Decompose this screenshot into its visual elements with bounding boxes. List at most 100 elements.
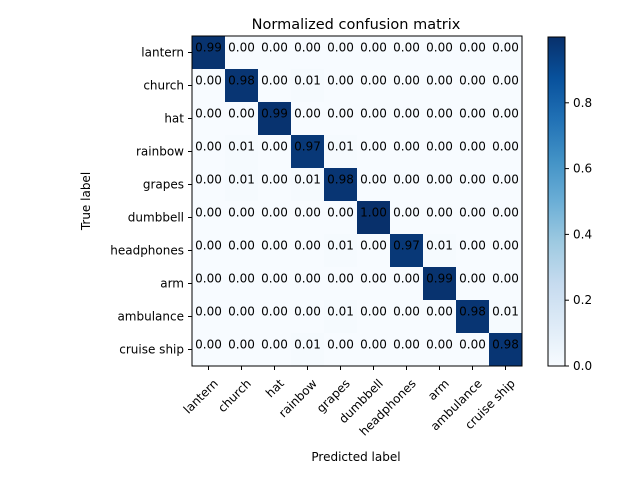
- matrix-cell: [324, 168, 358, 202]
- cell-value-label: 0.00: [459, 173, 486, 187]
- colorbar-tick-label: 0.4: [573, 227, 592, 241]
- matrix-cell: [324, 333, 358, 367]
- cell-value-label: 0.00: [459, 272, 486, 286]
- cell-value-label: 0.00: [459, 206, 486, 220]
- matrix-cell: [423, 69, 457, 103]
- x-tick-label: hat: [263, 376, 287, 400]
- cell-value-label: 0.00: [228, 305, 255, 319]
- cell-value-label: 0.00: [294, 41, 321, 55]
- cell-value-label: 0.00: [426, 74, 453, 88]
- cell-value-label: 0.00: [360, 239, 387, 253]
- matrix-cell: [390, 267, 424, 301]
- matrix-cell: [324, 267, 358, 301]
- cell-value-label: 0.00: [459, 107, 486, 121]
- cell-value-label: 0.00: [261, 305, 288, 319]
- matrix-cell: [357, 69, 391, 103]
- cell-value-label: 0.00: [294, 239, 321, 253]
- matrix-cell: [456, 69, 490, 103]
- cell-value-label: 0.00: [228, 41, 255, 55]
- cell-value-label: 0.00: [327, 338, 354, 352]
- matrix-cell: [192, 102, 226, 136]
- cell-value-label: 0.00: [459, 338, 486, 352]
- cell-value-label: 0.00: [228, 338, 255, 352]
- cell-value-label: 0.00: [195, 272, 222, 286]
- cell-value-label: 0.00: [459, 239, 486, 253]
- matrix-cell: [291, 69, 325, 103]
- cell-value-label: 0.98: [228, 74, 255, 88]
- cell-value-label: 0.01: [294, 173, 321, 187]
- cell-value-label: 0.97: [393, 239, 420, 253]
- cell-value-label: 0.00: [261, 338, 288, 352]
- matrix-cell: [456, 135, 490, 169]
- cell-value-label: 0.00: [426, 206, 453, 220]
- cell-value-label: 0.00: [261, 41, 288, 55]
- cell-value-label: 0.00: [426, 41, 453, 55]
- matrix-cell: [291, 168, 325, 202]
- matrix-cell: [192, 234, 226, 268]
- matrix-cell: [423, 135, 457, 169]
- matrix-cell: [324, 300, 358, 334]
- cell-value-label: 0.00: [393, 41, 420, 55]
- cell-value-label: 0.00: [360, 338, 387, 352]
- matrix-cell: [489, 267, 523, 301]
- cell-value-label: 0.00: [228, 239, 255, 253]
- cell-value-label: 0.00: [195, 74, 222, 88]
- cell-value-label: 0.00: [360, 107, 387, 121]
- matrix-cell: [324, 36, 358, 70]
- matrix-cell: [225, 333, 259, 367]
- x-axis-label: Predicted label: [311, 450, 400, 464]
- matrix-cell: [192, 333, 226, 367]
- matrix-cell: [423, 267, 457, 301]
- cell-value-label: 0.00: [261, 140, 288, 154]
- matrix-cell: [489, 300, 523, 334]
- cell-value-label: 0.00: [327, 272, 354, 286]
- matrix-cell: [357, 102, 391, 136]
- cell-value-label: 0.00: [294, 206, 321, 220]
- matrix-cell: [423, 234, 457, 268]
- matrix-cell: [192, 168, 226, 202]
- matrix-cell: [258, 267, 292, 301]
- cell-value-label: 0.00: [393, 107, 420, 121]
- y-tick-label: hat: [164, 112, 184, 126]
- cell-value-label: 0.00: [393, 74, 420, 88]
- matrix-cell: [258, 201, 292, 235]
- matrix-cell: [390, 333, 424, 367]
- matrix-cells: [192, 36, 523, 367]
- matrix-cell: [423, 201, 457, 235]
- x-tick-label: church: [215, 376, 254, 415]
- matrix-cell: [489, 333, 523, 367]
- cell-value-label: 0.00: [492, 41, 519, 55]
- cell-value-label: 0.00: [228, 272, 255, 286]
- cell-value-label: 0.98: [327, 173, 354, 187]
- matrix-cell: [489, 201, 523, 235]
- y-axis-label: True label: [79, 172, 93, 231]
- cell-value-label: 0.01: [327, 305, 354, 319]
- cell-value-label: 0.00: [327, 206, 354, 220]
- matrix-cell: [390, 300, 424, 334]
- matrix-cell: [225, 168, 259, 202]
- cell-value-label: 0.00: [360, 74, 387, 88]
- cell-value-label: 0.00: [327, 107, 354, 121]
- cell-value-label: 0.00: [294, 305, 321, 319]
- matrix-cell: [324, 201, 358, 235]
- matrix-cell: [192, 135, 226, 169]
- cell-value-label: 0.00: [327, 74, 354, 88]
- matrix-cell: [225, 102, 259, 136]
- matrix-cell: [225, 36, 259, 70]
- cell-value-label: 0.00: [195, 338, 222, 352]
- cell-value-label: 0.01: [327, 239, 354, 253]
- cell-value-label: 0.98: [459, 305, 486, 319]
- cell-value-label: 0.00: [360, 272, 387, 286]
- matrix-cell: [357, 234, 391, 268]
- matrix-cell: [225, 234, 259, 268]
- y-tick-label: arm: [160, 277, 184, 291]
- y-tick-label: church: [143, 79, 184, 93]
- cell-value-label: 1.00: [360, 206, 387, 220]
- matrix-cell: [489, 69, 523, 103]
- colorbar-tick-label: 0.8: [573, 96, 592, 110]
- plot-frame: [191, 35, 523, 367]
- y-tick-label: rainbow: [136, 145, 184, 159]
- matrix-cell: [423, 168, 457, 202]
- y-tick-label: headphones: [110, 244, 184, 258]
- matrix-cell: [192, 69, 226, 103]
